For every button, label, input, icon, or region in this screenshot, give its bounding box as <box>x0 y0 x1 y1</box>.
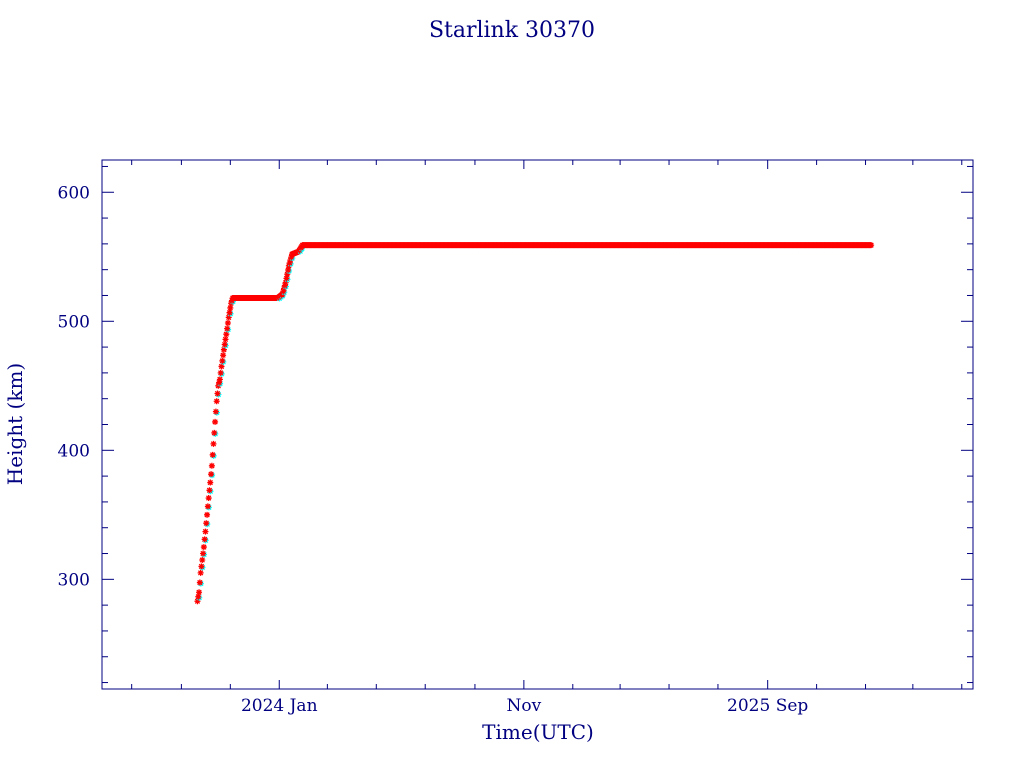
x-axis-ticks <box>131 160 963 689</box>
data-points <box>194 242 875 605</box>
data-point <box>194 598 201 605</box>
data-point <box>204 511 211 518</box>
y-axis-tick-labels: 300 400 500 600 <box>58 183 90 590</box>
chart-title: Starlink 30370 <box>429 18 595 43</box>
data-point <box>198 563 205 570</box>
y-tick-label: 500 <box>58 312 90 332</box>
plot-frame <box>101 159 974 690</box>
x-tick-label: 2025 Sep <box>727 696 808 716</box>
data-point <box>281 282 288 289</box>
data-point <box>208 462 215 469</box>
data-point <box>219 357 226 364</box>
data-point <box>208 471 215 478</box>
data-point <box>204 503 211 510</box>
data-point <box>283 275 290 282</box>
data-point <box>207 479 214 486</box>
x-tick-label: 2024 Jan <box>241 696 318 716</box>
data-point <box>282 279 289 286</box>
data-point <box>218 363 225 370</box>
x-axis-tick-labels: 2024 Jan Nov 2025 Sep <box>241 696 808 716</box>
x-axis-label: Time(UTC) <box>482 720 594 744</box>
data-point <box>210 440 217 447</box>
data-point <box>220 352 227 359</box>
data-point <box>212 408 219 415</box>
data-point <box>202 528 209 535</box>
data-point <box>285 266 292 273</box>
data-point <box>199 556 206 563</box>
data-point <box>225 314 232 321</box>
data-point <box>280 288 287 295</box>
data-point <box>868 242 875 249</box>
data-point <box>200 550 207 557</box>
data-point <box>211 429 218 436</box>
y-tick-label: 400 <box>58 441 90 461</box>
data-point <box>203 520 210 527</box>
y-tick-label: 300 <box>58 570 90 590</box>
data-point <box>220 346 227 353</box>
data-point <box>217 369 224 376</box>
data-point <box>213 398 220 405</box>
data-point <box>222 336 229 343</box>
data-point <box>223 331 230 338</box>
data-point <box>201 536 208 543</box>
data-point <box>216 379 223 386</box>
y-tick-label: 600 <box>58 183 90 203</box>
data-point <box>212 418 219 425</box>
y-axis-label: Height (km) <box>3 363 27 485</box>
data-point <box>197 569 204 576</box>
data-point <box>286 259 293 266</box>
data-point <box>195 593 202 600</box>
data-point <box>221 341 228 348</box>
data-point <box>224 325 231 332</box>
x-tick-label: Nov <box>507 696 542 716</box>
data-point <box>226 309 233 316</box>
data-point <box>224 320 231 327</box>
data-point <box>206 487 213 494</box>
data-point <box>288 254 295 261</box>
data-point <box>228 297 235 304</box>
data-point <box>196 579 203 586</box>
data-point <box>205 495 212 502</box>
data-point <box>196 589 203 596</box>
data-point <box>227 304 234 311</box>
data-point <box>200 544 207 551</box>
data-point <box>209 451 216 458</box>
data-point <box>216 376 223 383</box>
y-axis-ticks <box>102 165 973 684</box>
data-point <box>214 390 221 397</box>
data-point <box>284 271 291 278</box>
